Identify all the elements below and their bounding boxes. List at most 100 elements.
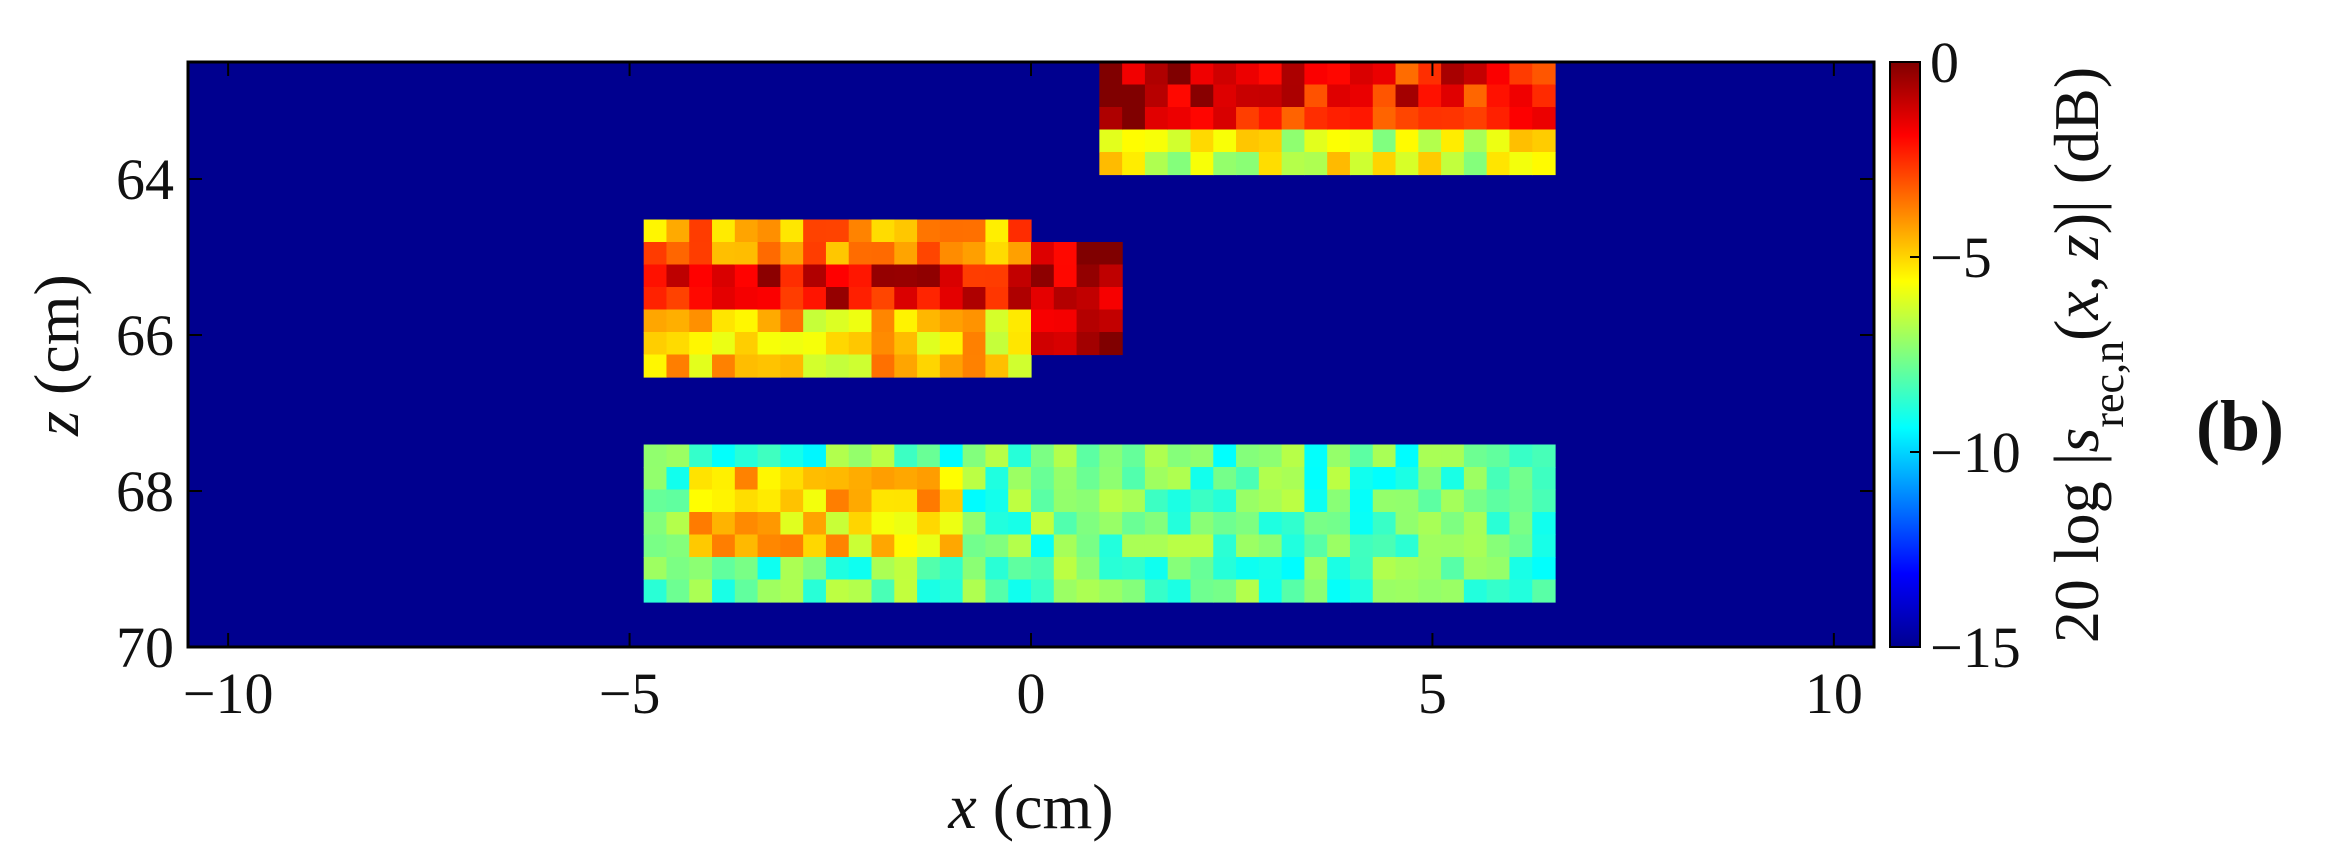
heatmap-cell [939,512,964,536]
colorbar-tick-label: −15 [1930,615,2021,680]
heatmap-cell [1281,84,1305,108]
heatmap-cell [1486,512,1511,536]
heatmap-cell [734,534,759,558]
heatmap-cell [1236,512,1260,536]
heatmap-cell [1486,467,1511,491]
heatmap-cell [1167,467,1192,491]
heatmap-cell [1167,579,1192,603]
heatmap-cell [1418,579,1442,603]
heatmap-cell [1441,107,1465,131]
heatmap-cell [917,557,941,581]
heatmap-cell [871,489,895,513]
heatmap-cell [1486,129,1511,153]
heatmap-cell [1441,557,1465,581]
heatmap-cell [1281,152,1305,176]
heatmap-cell [1349,557,1374,581]
heatmap-cell [1395,557,1419,581]
heatmap-cell [825,264,850,288]
heatmap-cell [1053,242,1078,266]
heatmap-cell [1167,534,1192,558]
heatmap-cell [1486,489,1511,513]
heatmap-cell [825,467,850,491]
heatmap-cell [1167,129,1192,153]
heatmap-cell [1304,107,1328,131]
heatmap-cell [1441,467,1465,491]
heatmap-cell [1509,534,1533,558]
heatmap-cell [1418,107,1442,131]
heatmap-cell [643,287,668,311]
heatmap-cell [803,354,827,378]
heatmap-cell [712,467,736,491]
heatmap-cell [689,444,713,468]
heatmap-cell [1509,444,1533,468]
z-tick-label: 68 [116,459,174,524]
heatmap-cell [1372,444,1397,468]
heatmap-cell [1486,62,1511,86]
heatmap-cell [985,557,1009,581]
heatmap-cell [1076,444,1100,468]
heatmap-cell [1349,107,1374,131]
heatmap-cell [1099,309,1123,333]
heatmap-cell [1372,557,1397,581]
heatmap-cell [780,534,804,558]
heatmap-cell [1213,534,1237,558]
heatmap-cell [1099,84,1123,108]
heatmap-cell [1076,309,1100,333]
heatmap-cell [1372,579,1397,603]
heatmap-cell [917,354,941,378]
heatmap-cell [917,309,941,333]
heatmap-cell [1395,467,1419,491]
heatmap-cell [894,512,918,536]
heatmap-cell [1258,129,1283,153]
heatmap-cell [894,489,918,513]
heatmap-cell [1441,512,1465,536]
heatmap-cell [1327,512,1351,536]
heatmap-cell [1167,512,1192,536]
heatmap-cell [1031,309,1055,333]
heatmap-cell [1281,129,1305,153]
heatmap-cell [1418,84,1442,108]
heatmap-cell [1053,489,1078,513]
heatmap-cell [1008,512,1032,536]
heatmap-cell [734,242,759,266]
heatmap-cell [1076,242,1100,266]
heatmap-cell [1236,534,1260,558]
heatmap-cell [666,512,690,536]
heatmap-cell [1099,489,1123,513]
heatmap-cell [848,354,873,378]
heatmap-cell [1372,84,1397,108]
heatmap-cell [1463,444,1488,468]
heatmap-cell [1509,512,1533,536]
heatmap-cell [1532,107,1556,131]
heatmap-cell [1463,129,1488,153]
heatmap-cell [1486,557,1511,581]
heatmap-cell [1190,152,1214,176]
heatmap-cell [1236,107,1260,131]
heatmap-cell [1327,129,1351,153]
heatmap-cell [1190,444,1214,468]
heatmap-cell [848,512,873,536]
heatmap-cell [757,489,781,513]
heatmap-cell [689,534,713,558]
heatmap-cell [1167,489,1192,513]
heatmap-cell [757,444,781,468]
panel-label: (b) [2196,386,2284,466]
heatmap-cell [1099,332,1123,356]
heatmap-cell [1076,557,1100,581]
heatmap-cell [1441,152,1465,176]
heatmap-cell [1418,512,1442,536]
heatmap-cell [1463,62,1488,86]
heatmap-cell [734,579,759,603]
heatmap-cell [643,467,668,491]
heatmap-cell [1418,489,1442,513]
heatmap-cell [1372,512,1397,536]
heatmap-cell [1509,467,1533,491]
heatmap-cell [962,264,987,288]
heatmap-cell [1463,84,1488,108]
colorbar-tick-label: −5 [1930,225,1992,290]
heatmap-cell [712,512,736,536]
heatmap-cell [666,287,690,311]
heatmap-cell [1213,579,1237,603]
colorbar-tick-label: 0 [1930,30,1959,95]
